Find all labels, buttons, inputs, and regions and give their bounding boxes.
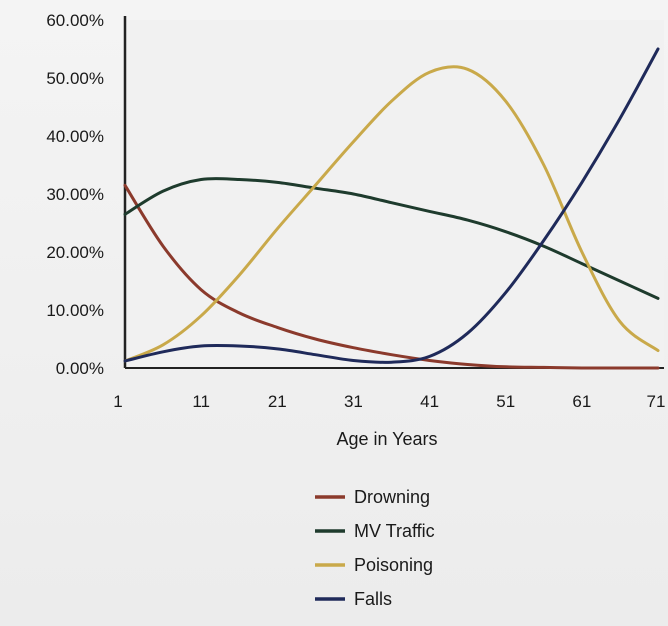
legend-label: Poisoning (354, 555, 433, 575)
legend-label: Drowning (354, 487, 430, 507)
y-tick-label: 50.00% (46, 69, 104, 88)
legend-label: MV Traffic (354, 521, 435, 541)
x-tick-label: 51 (496, 392, 515, 411)
x-axis-title: Age in Years (336, 429, 437, 449)
x-tick-label: 61 (572, 392, 591, 411)
x-tick-label: 21 (268, 392, 287, 411)
y-tick-label: 30.00% (46, 185, 104, 204)
x-tick-label: 1 (113, 392, 122, 411)
series-line-falls (123, 47, 660, 364)
series-line-poisoning (123, 65, 660, 363)
x-tick-label: 11 (192, 392, 210, 411)
series-line-mv-traffic (123, 177, 660, 300)
x-tick-label: 71 (647, 392, 666, 411)
plot-area (125, 20, 664, 368)
y-tick-label: 10.00% (46, 301, 104, 320)
y-tick-label: 40.00% (46, 127, 104, 146)
y-tick-label: 60.00% (46, 11, 104, 30)
x-tick-label: 31 (344, 392, 363, 411)
y-tick-label: 0.00% (56, 359, 104, 378)
legend-label: Falls (354, 589, 392, 609)
y-tick-label: 20.00% (46, 243, 104, 262)
series-line-drowning (123, 183, 660, 370)
x-tick-label: 41 (420, 392, 439, 411)
